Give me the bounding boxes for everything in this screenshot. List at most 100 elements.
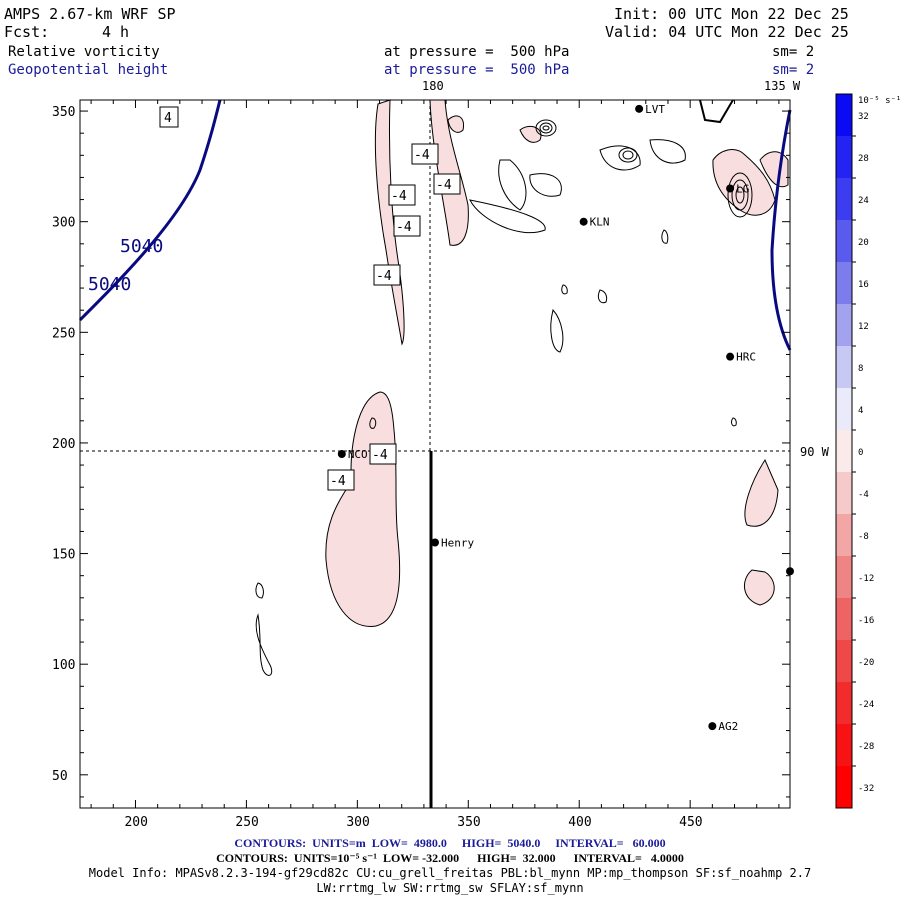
model-info: Model Info: MPASv8.2.3-194-gf29cd82c CU:… <box>88 866 812 880</box>
colorbar-label: -8 <box>858 532 869 542</box>
station-marker[interactable] <box>726 184 735 193</box>
colorbar-frame <box>835 93 853 809</box>
y-tick-label: 100 <box>52 658 75 673</box>
colorbar-unit: 10⁻⁵ s⁻¹ <box>858 96 900 106</box>
colorbar-segment <box>836 304 852 347</box>
station-layer: NCO Henry KLN HRC AG2 LVT LG <box>337 103 794 733</box>
x-tick-label: 300 <box>346 815 369 830</box>
height-contour-5040 <box>78 99 222 322</box>
colorbar-label: -4 <box>858 490 869 500</box>
x-tick-label: 400 <box>568 815 591 830</box>
model-title: AMPS 2.67-km WRF SP <box>4 5 176 23</box>
station-marker[interactable] <box>431 538 439 547</box>
vort-label: -4 <box>396 220 412 235</box>
colorbar-label: 24 <box>858 196 869 206</box>
colorbar-label: -24 <box>858 700 874 710</box>
station-label: Henry <box>441 537 474 550</box>
field2-smoothing: sm= 2 <box>772 62 815 78</box>
colorbar-label: 4 <box>858 406 863 416</box>
colorbar-label: -12 <box>858 574 874 584</box>
vorticity-cluster-kln <box>535 119 753 218</box>
colorbar-segment <box>836 178 852 221</box>
vort-label: -4 <box>372 448 388 463</box>
colorbar-label: 16 <box>858 280 869 290</box>
station-label: LVT <box>645 103 665 116</box>
station-marker[interactable] <box>726 352 735 361</box>
colorbar-label: 20 <box>858 238 869 248</box>
vort-label: -4 <box>436 178 452 193</box>
vort-label: -4 <box>414 148 430 163</box>
colorbar-label: 32 <box>858 112 869 122</box>
vort-label: 4 <box>164 111 172 126</box>
field1-name: Relative vorticity <box>8 44 160 60</box>
y-tick-label: 50 <box>52 769 68 784</box>
x-tick-label: 250 <box>235 815 258 830</box>
vorticity-contour-info: CONTOURS: UNITS=10⁻⁵ s⁻¹ LOW= -32.000 HI… <box>216 851 684 865</box>
colorbar-segment <box>836 430 852 473</box>
colorbar-label: -28 <box>858 742 874 752</box>
field1-smoothing: sm= 2 <box>772 44 815 60</box>
vorticity-contours <box>255 139 737 676</box>
field1-level: at pressure = 500 hPa <box>384 44 570 60</box>
map-frame <box>79 99 791 809</box>
station-label: HRC <box>736 351 756 364</box>
colorbar-segment <box>836 598 852 641</box>
forecast-value: 4 h <box>102 23 130 41</box>
vort-label: -4 <box>391 189 407 204</box>
colorbar-segment <box>836 262 852 305</box>
y-tick-label: 200 <box>52 437 75 452</box>
coastline <box>699 99 734 124</box>
station-marker[interactable] <box>579 217 588 226</box>
station-label: LG <box>736 183 749 196</box>
model-info-2: LW:rrtmg_lw SW:rrtmg_sw SFLAY:sf_mynn <box>316 881 584 895</box>
field2-level: at pressure = 500 hPa <box>384 62 570 78</box>
colorbar-segment <box>836 766 852 809</box>
y-tick-label: 150 <box>52 548 75 563</box>
station-label: NCO <box>348 448 368 461</box>
station-marker[interactable] <box>708 722 717 731</box>
forecast-label: Fcst: <box>4 23 50 41</box>
colorbar-segment <box>836 640 852 683</box>
colorbar-label: 8 <box>858 364 863 374</box>
colorbar: 32 28 24 20 16 12 8 4 0 -4 -8 -12 -16 -20 -24 -28 -32 <box>835 93 874 809</box>
colorbar-segment <box>836 220 852 263</box>
x-tick-label: 350 <box>457 815 480 830</box>
vort-label: -4 <box>330 474 346 489</box>
colorbar-segment <box>836 682 852 725</box>
init-time: Init: 00 UTC Mon 22 Dec 25 <box>614 5 849 23</box>
y-tick-label: 350 <box>52 105 75 120</box>
colorbar-label: 0 <box>858 448 863 458</box>
meridian-180-label: 180 <box>422 79 444 93</box>
colorbar-segment <box>836 556 852 599</box>
station-marker[interactable] <box>635 104 644 113</box>
height-label: 5040 <box>120 236 163 257</box>
colorbar-segment <box>836 94 852 137</box>
colorbar-label: -20 <box>858 658 874 668</box>
height-contour-info: CONTOURS: UNITS=m LOW= 4980.0 HIGH= 5040… <box>234 836 666 850</box>
axis-ticks: 200 250 300 350 400 450 350 300 250 200 150 100 50 <box>52 100 790 830</box>
valid-time: Valid: 04 UTC Mon 22 Dec 25 <box>605 23 849 41</box>
height-contour-east <box>770 109 792 351</box>
vort-labels: 4 -4 -4 -4 -4 -4 -4 -4 <box>159 106 461 491</box>
colorbar-label: 12 <box>858 322 869 332</box>
parallel-90w-label: 90 W <box>800 445 830 459</box>
y-tick-label: 300 <box>52 216 75 231</box>
vort-label: -4 <box>376 269 392 284</box>
colorbar-segment <box>836 346 852 389</box>
colorbar-segment <box>836 724 852 767</box>
colorbar-segment <box>836 472 852 515</box>
y-tick-label: 250 <box>52 326 75 341</box>
colorbar-segment <box>836 136 852 179</box>
colorbar-label: -32 <box>858 784 874 794</box>
station-label: AG2 <box>718 720 738 733</box>
height-label: 5040 <box>88 274 131 295</box>
station-label: KLN <box>590 216 610 229</box>
field2-name: Geopotential height <box>8 62 169 78</box>
colorbar-label: 28 <box>858 154 869 164</box>
colorbar-segment <box>836 514 852 557</box>
colorbar-segment <box>836 388 852 431</box>
x-tick-label: 450 <box>679 815 702 830</box>
x-tick-label: 200 <box>124 815 147 830</box>
station-marker[interactable] <box>337 450 346 458</box>
